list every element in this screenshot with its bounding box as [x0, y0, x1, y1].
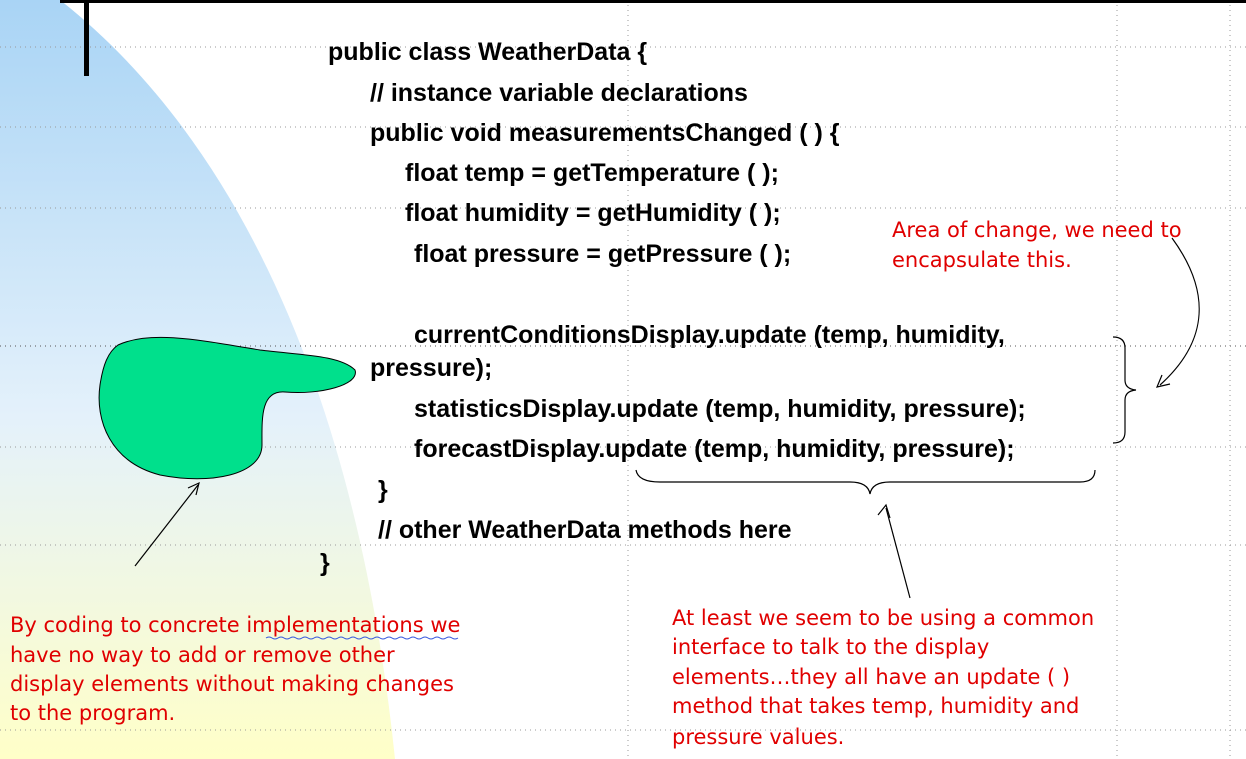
note-line: At least we seem to be using a common	[672, 606, 1094, 630]
arrow-head	[187, 481, 200, 496]
note-line: Area of change, we need to	[892, 218, 1182, 242]
interface-note: At least we seem to be using a common in…	[672, 606, 1094, 749]
coding-note: By coding to concrete implementations we…	[10, 613, 460, 725]
note-line: display elements without making changes	[10, 672, 454, 696]
note-line: method that takes temp, humidity and	[672, 694, 1079, 718]
code-line: // instance variable declarations	[370, 79, 748, 107]
vertical-brace	[1112, 336, 1137, 444]
spell-underline	[265, 636, 459, 640]
code-line: forecastDisplay.update (temp, humidity, …	[414, 435, 1015, 463]
side-bar	[84, 0, 89, 76]
note-line: pressure values.	[672, 725, 844, 749]
code-line: float humidity = getHumidity ( );	[405, 199, 781, 227]
blob-shape	[98, 336, 356, 480]
arrow	[134, 484, 199, 567]
top-bar	[60, 0, 1246, 3]
arrows	[134, 237, 1200, 599]
underlined-word: implementations	[246, 613, 423, 637]
note-text: we	[430, 613, 460, 637]
code-line: public void measurementsChanged ( ) {	[370, 119, 840, 147]
note-line: to the program.	[10, 701, 175, 725]
note-text: By coding to concrete	[10, 613, 240, 637]
note-line: have no way to add or remove other	[10, 643, 395, 667]
horizontal-brace	[635, 469, 1096, 495]
arrow-head	[877, 503, 891, 519]
code-line: float pressure = getPressure ( );	[414, 240, 791, 268]
code-line: }	[378, 476, 388, 504]
arrow	[885, 507, 911, 599]
note-line: interface to talk to the display	[672, 635, 989, 659]
code-line: }	[320, 549, 330, 577]
code-line: pressure);	[370, 354, 492, 382]
code-block: public class WeatherData { // instance v…	[320, 38, 1026, 577]
arrow-head	[1155, 374, 1171, 388]
note-line: encapsulate this.	[892, 248, 1072, 272]
change-note: Area of change, we need to encapsulate t…	[892, 218, 1182, 272]
code-line: // other WeatherData methods here	[378, 516, 792, 544]
code-line: float temp = getTemperature ( );	[405, 159, 779, 187]
code-line: public class WeatherData {	[328, 38, 647, 66]
note-line: elements…they all have an update ( )	[672, 665, 1070, 689]
code-line: currentConditionsDisplay.update (temp, h…	[414, 321, 1005, 349]
note-line: By coding to concrete implementations we	[10, 613, 460, 637]
code-line: statisticsDisplay.update (temp, humidity…	[414, 395, 1026, 423]
arrow	[1159, 237, 1200, 386]
